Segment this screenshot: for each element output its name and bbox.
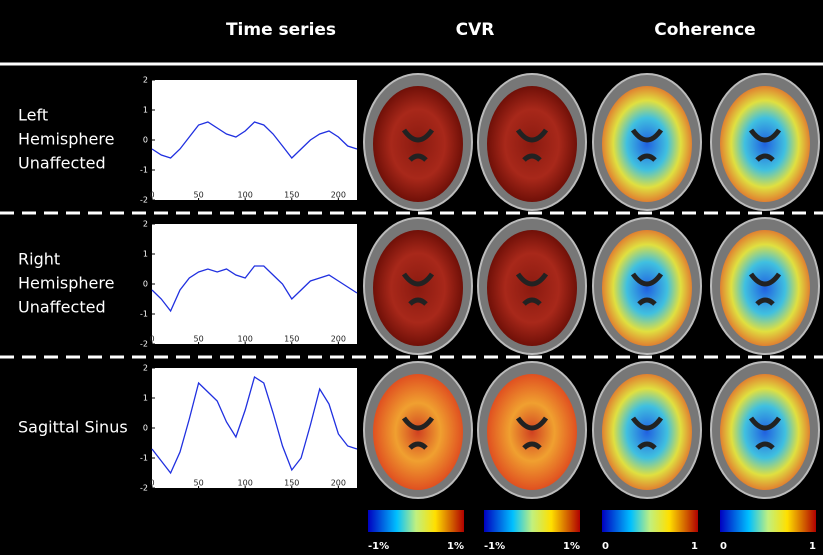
y-tick-label: 1 <box>143 106 148 115</box>
colorbar-max-label: 1% <box>563 541 580 552</box>
brain-map <box>487 230 577 346</box>
brain-map <box>487 374 577 490</box>
y-tick-label: -1 <box>140 166 148 175</box>
y-tick-label: -2 <box>140 484 148 493</box>
y-tick-label: -1 <box>140 454 148 463</box>
row-label: Right <box>18 250 60 269</box>
y-tick-label: 2 <box>143 220 148 229</box>
y-tick-label: 0 <box>143 280 148 289</box>
y-tick-label: 0 <box>143 136 148 145</box>
brain-map <box>487 86 577 202</box>
colorbar-max-label: 1 <box>691 541 698 552</box>
colorbar-max-label: 1% <box>447 541 464 552</box>
row-label: Hemisphere <box>18 274 114 293</box>
row-label: Sagittal Sinus <box>18 418 128 437</box>
brain-map <box>720 374 810 490</box>
brain-map <box>602 374 692 490</box>
column-header: Time series <box>226 20 336 40</box>
row-label: Hemisphere <box>18 130 114 149</box>
row-label: Unaffected <box>18 154 106 173</box>
colorbar <box>368 510 464 532</box>
column-header: Coherence <box>654 20 755 40</box>
brain-map <box>602 86 692 202</box>
brain-map <box>373 374 463 490</box>
brain-map <box>373 230 463 346</box>
row-label: Unaffected <box>18 298 106 317</box>
colorbar-min-label: -1% <box>484 541 505 552</box>
brain-map <box>373 86 463 202</box>
brain-map <box>720 86 810 202</box>
figure: Time series CVR Coherence -2-10120501001… <box>0 0 823 555</box>
y-tick-label: 1 <box>143 250 148 259</box>
row-label: Left <box>18 106 48 125</box>
colorbar-max-label: 1 <box>809 541 816 552</box>
colorbar-min-label: 0 <box>602 541 609 552</box>
colorbar <box>484 510 580 532</box>
y-tick-label: 2 <box>143 76 148 85</box>
plot-area <box>152 80 357 200</box>
y-tick-label: -2 <box>140 196 148 205</box>
y-tick-label: -1 <box>140 310 148 319</box>
colorbar-min-label: -1% <box>368 541 389 552</box>
y-tick-label: -2 <box>140 340 148 349</box>
plot-area <box>152 368 357 488</box>
y-tick-label: 2 <box>143 364 148 373</box>
brain-map <box>602 230 692 346</box>
y-tick-label: 1 <box>143 394 148 403</box>
colorbar-min-label: 0 <box>720 541 727 552</box>
colorbar <box>720 510 816 532</box>
y-tick-label: 0 <box>143 424 148 433</box>
colorbar <box>602 510 698 532</box>
column-header: CVR <box>456 20 495 40</box>
plot-area <box>152 224 357 344</box>
brain-map <box>720 230 810 346</box>
